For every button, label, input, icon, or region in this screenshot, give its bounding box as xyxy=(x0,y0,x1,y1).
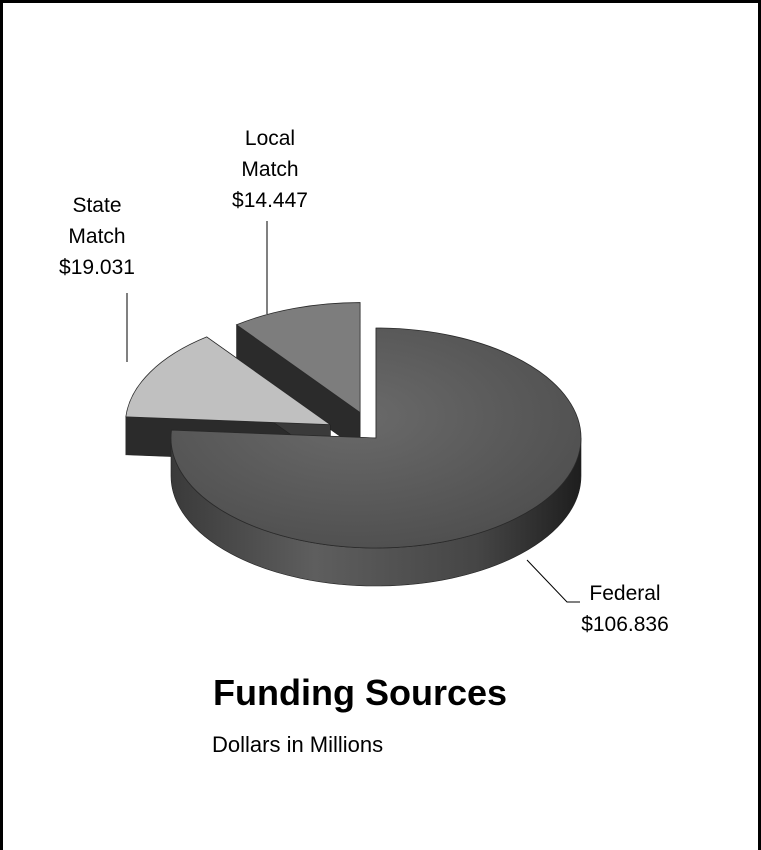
data-label-state-match: Match xyxy=(68,225,125,248)
data-label-federal: $106.836 xyxy=(581,613,669,636)
data-label-local-match: Match xyxy=(241,158,298,181)
data-label-state-match: $19.031 xyxy=(59,256,135,279)
leader-line-federal xyxy=(526,559,580,603)
chart-subtitle: Dollars in Millions xyxy=(212,732,384,757)
slice-local-match xyxy=(235,302,361,452)
data-label-state-match: State xyxy=(72,194,121,217)
slice-federal xyxy=(170,327,582,587)
data-label-local-match: Local xyxy=(245,127,295,150)
data-label-federal: Federal xyxy=(589,582,660,605)
slice-top xyxy=(125,336,332,426)
chart-title: Funding Sources xyxy=(213,672,508,713)
slice-top xyxy=(235,302,361,414)
slice-top xyxy=(170,327,582,549)
data-label-local-match: $14.447 xyxy=(232,189,308,212)
